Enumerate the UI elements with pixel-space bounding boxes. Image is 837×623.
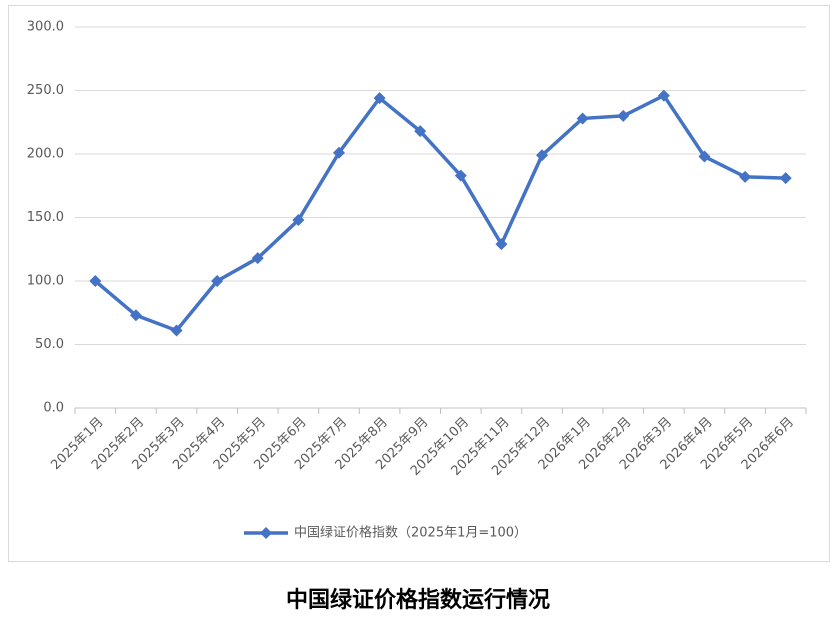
point-marker [698, 150, 711, 163]
point-marker [536, 149, 549, 162]
point-marker [170, 324, 183, 337]
chart-frame [8, 5, 830, 562]
point-marker [454, 169, 467, 182]
point-marker [657, 89, 670, 102]
point-marker [211, 275, 224, 287]
y-tick-label: 0.0 [43, 401, 64, 416]
y-tick-label: 300.0 [27, 20, 64, 35]
legend-marker [260, 527, 272, 539]
point-marker [251, 252, 264, 265]
y-tick-label: 100.0 [27, 274, 64, 289]
y-tick-label: 150.0 [27, 210, 64, 225]
point-marker [779, 172, 792, 185]
point-marker [373, 92, 386, 105]
legend-label: 中国绿证价格指数（2025年1月=100） [294, 525, 527, 541]
point-marker [414, 125, 427, 138]
point-marker [576, 112, 589, 125]
y-tick-label: 200.0 [27, 147, 64, 162]
point-marker [332, 146, 345, 159]
point-marker [739, 170, 752, 183]
point-marker [129, 309, 142, 322]
point-marker [89, 275, 102, 287]
series-line [94, 93, 786, 333]
point-marker [617, 109, 630, 122]
point-marker [495, 238, 508, 251]
y-tick-label: 50.0 [35, 337, 64, 352]
y-tick-label: 250.0 [27, 83, 64, 98]
point-marker [292, 214, 305, 227]
chart-title: 中国绿证价格指数运行情况 [286, 587, 550, 613]
